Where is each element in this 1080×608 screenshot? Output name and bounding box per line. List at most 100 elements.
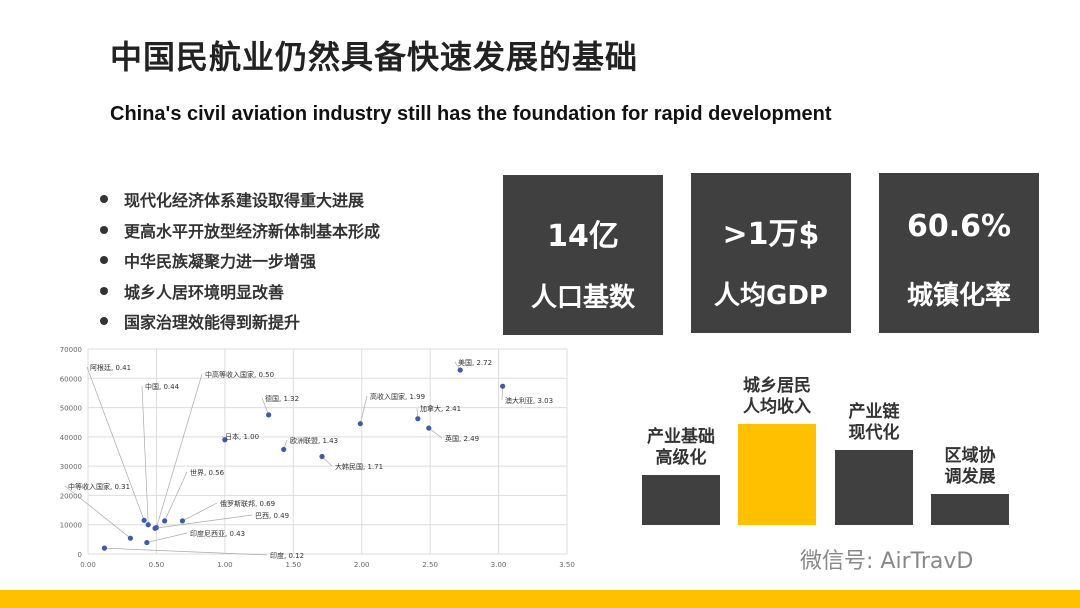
leader-line [86,366,145,521]
bullet-text: 中华民族凝聚力进一步增强 [124,252,317,272]
data-point [426,425,432,431]
x-tick-label: 1.00 [217,561,233,569]
bullet-dot-icon [100,286,108,295]
data-label: 中等收入国家, 0.31 [68,482,130,491]
leader-line [360,395,368,424]
bullet-item: 国家治理效能得到新提升 [100,306,380,337]
data-point [357,421,363,427]
bar-label: 产业基础 高级化 [647,427,715,468]
y-tick-label: 60000 [60,375,82,383]
data-point [145,522,151,528]
stat-card-urbanization: 60.6% 城镇化率 [879,173,1039,333]
x-tick-label: 0.00 [80,561,96,569]
bullet-item: 城乡人居环境明显改善 [100,276,380,307]
data-label: 俄罗斯联邦, 0.69 [220,499,275,508]
data-label: 日本, 1.00 [225,432,259,441]
x-tick-label: 1.50 [285,561,301,569]
data-point [415,416,421,422]
stat-card-gdp: >1万$ 人均GDP [691,173,851,333]
bullet-dot-icon [100,317,108,326]
stat-label: 人均GDP [714,281,828,311]
page-title: 中国民航业仍然具备快速发展的基础 [110,38,639,76]
stat-value: >1万$ [722,217,820,252]
data-label: 阿根廷, 0.41 [90,363,131,372]
leader-line [141,385,149,525]
leader-line [156,373,203,528]
leader-line [146,532,188,543]
data-label: 中国, 0.44 [145,382,180,391]
data-point [127,535,134,541]
data-label: 世界, 0.56 [190,468,225,477]
data-point [319,453,325,460]
leader-line [261,397,269,416]
y-tick-label: 50000 [60,405,82,413]
bullet-dot-icon [100,195,108,204]
page-subtitle: China's civil aviation industry still ha… [110,103,832,125]
bullet-dot-icon [100,225,108,234]
bar-label: 产业链 现代化 [848,402,900,443]
bullet-text: 国家治理效能得到新提升 [124,313,301,333]
data-label: 德国, 1.32 [265,394,299,403]
data-label: 中高等收入国家, 0.50 [205,370,274,379]
data-label: 美国, 2.72 [458,358,492,367]
leader-line [155,514,253,529]
data-point [144,539,150,546]
bullet-list: 现代化经济体系建设取得重大进展 更高水平开放型经济新体制基本形成 中华民族凝聚力… [100,184,380,337]
data-label: 欧洲联盟, 1.43 [290,436,338,445]
data-point [266,412,272,418]
stat-card-population: 14亿人口基数 [503,175,663,335]
leader-line [428,427,443,439]
leader-line [164,471,188,522]
x-tick-label: 0.50 [149,561,165,569]
x-tick-label: 2.50 [422,561,438,569]
x-tick-label: 3.50 [559,561,575,569]
y-tick-label: 0 [78,551,82,559]
y-tick-label: 70000 [60,346,82,354]
y-tick-label: 40000 [60,434,82,442]
leader-line [182,502,218,522]
footer-bar [0,590,1080,608]
data-label: 印度尼西亚, 0.43 [190,529,245,538]
stat-value: 60.6% [906,209,1012,244]
data-label: 印度, 0.12 [270,551,304,560]
scatter-chart: 0 10000 20000 30000 40000 50000 60000 70000 0.00… [60,346,575,569]
leader-line [104,547,268,556]
data-point [162,518,168,524]
bar [738,424,816,525]
y-tick-label: 30000 [60,463,82,471]
bullet-text: 更高水平开放型经济新体制基本形成 [124,221,381,241]
data-label: 高收入国家, 1.99 [370,392,425,401]
data-point [281,446,287,453]
data-label: 英国, 2.49 [445,434,479,443]
data-point [222,437,228,443]
data-point [141,517,147,523]
stat-label: 人口基数 [530,283,635,313]
x-tick-label: 2.00 [354,561,370,569]
bar [931,494,1009,525]
bullet-item: 中华民族凝聚力进一步增强 [100,245,380,276]
y-tick-label: 20000 [60,492,82,500]
data-label: 大韩民国, 1.71 [335,462,383,471]
bar [835,450,913,525]
bar [642,475,720,525]
data-point [500,383,506,389]
data-point [101,545,108,551]
bullet-dot-icon [100,256,108,265]
y-tick-label: 10000 [60,522,82,530]
data-point [179,518,186,524]
data-point [152,525,158,531]
stat-label: 城镇化率 [906,281,1011,311]
data-point [457,367,463,373]
bullet-item: 现代化经济体系建设取得重大进展 [100,184,380,215]
bar-label: 城乡居民 人均收入 [743,376,811,417]
bullet-text: 现代化经济体系建设取得重大进展 [124,191,365,211]
data-label: 巴西, 0.49 [255,512,289,520]
data-label: 加拿大, 2.41 [420,404,461,413]
data-label: 澳大利亚, 3.03 [505,396,553,405]
x-tick-label: 3.00 [491,561,507,569]
watermark: 微信号: AirTravD [800,549,974,574]
bar-label: 区域协 调发展 [944,446,996,487]
stat-value: 14亿 [547,219,619,254]
leader-line [64,485,131,539]
bullet-item: 更高水平开放型经济新体制基本形成 [100,215,380,246]
